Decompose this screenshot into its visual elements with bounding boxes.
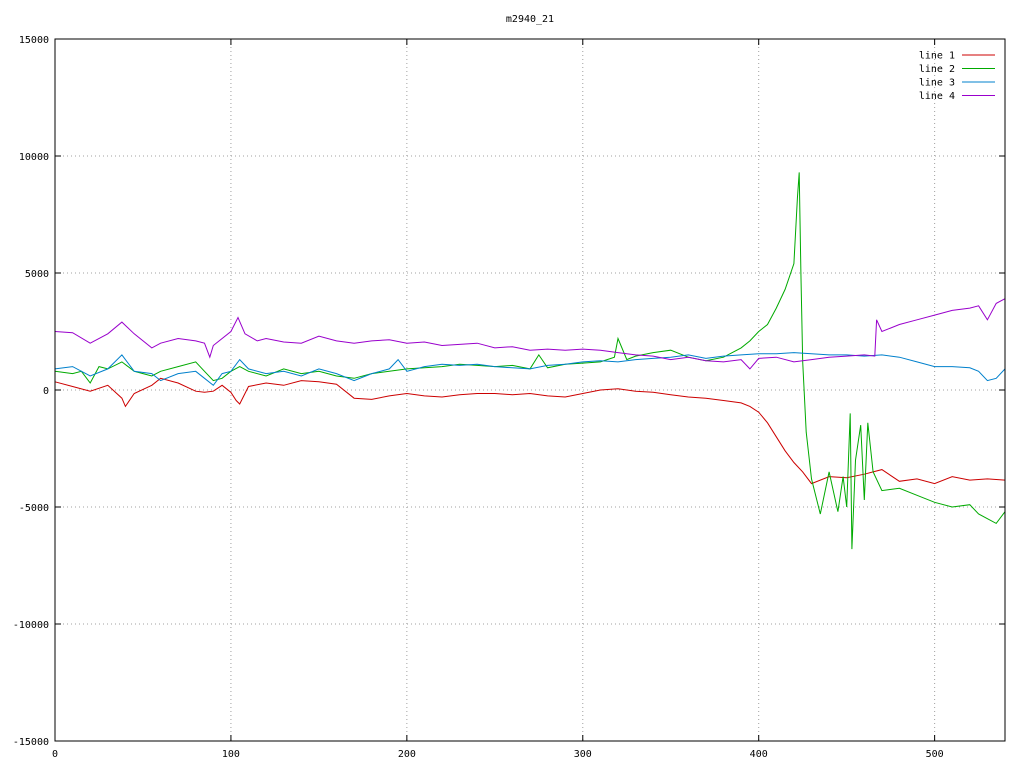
x-tick-label: 100	[222, 749, 240, 760]
series-line-3	[54, 352, 1006, 387]
y-tick-label: 5000	[25, 269, 49, 280]
chart-title: m2940_21	[506, 14, 554, 25]
legend-label: line 4	[919, 91, 955, 102]
y-tick-label: 15000	[19, 35, 49, 46]
legend: line 1 line 2 line 3 line 4	[919, 51, 995, 102]
x-tick-label: 0	[52, 749, 58, 760]
x-tick-label: 500	[926, 749, 944, 760]
plot-frame	[54, 38, 1006, 742]
y-tick-label: -15000	[13, 737, 49, 748]
y-tick-label: 10000	[19, 152, 49, 163]
y-tick-label: 0	[43, 386, 49, 397]
legend-label: line 3	[919, 78, 955, 89]
axis-layer: -15000 -10000 -5000 0 5000 10000 15000 0 100 200 3…	[13, 35, 1005, 760]
y-tick-label: -5000	[19, 503, 49, 514]
x-tick-label: 200	[398, 749, 416, 760]
grid-layer	[55, 39, 1005, 741]
series-line-1	[54, 377, 1006, 485]
series-line-2	[54, 172, 1006, 550]
legend-label: line 2	[919, 64, 955, 75]
legend-label: line 1	[919, 51, 955, 62]
x-tick-label: 400	[750, 749, 768, 760]
series-layer	[54, 172, 1006, 550]
x-tick-label: 300	[574, 749, 592, 760]
series-line-4	[54, 298, 1006, 370]
y-tick-label: -10000	[13, 620, 49, 631]
